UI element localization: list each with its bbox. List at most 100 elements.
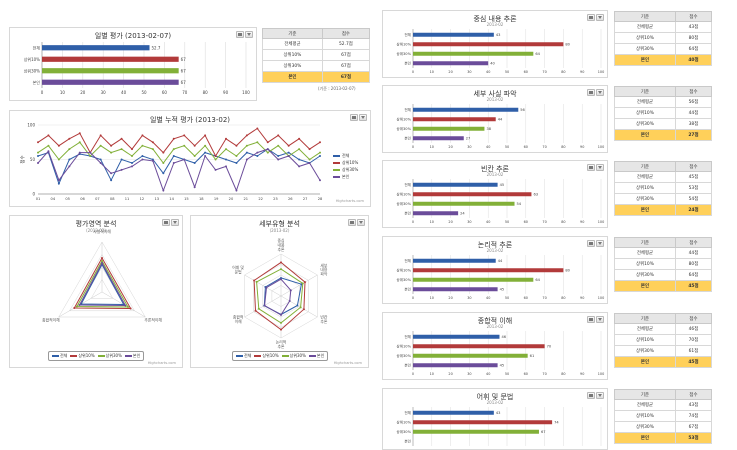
download-icon[interactable] (596, 392, 604, 399)
data-point[interactable] (37, 161, 39, 164)
data-point[interactable] (131, 155, 133, 158)
data-point[interactable] (298, 137, 301, 140)
radar-point[interactable] (78, 304, 81, 306)
legend-item[interactable]: 본인 (124, 353, 140, 359)
download-icon[interactable] (596, 316, 604, 323)
data-point[interactable] (204, 144, 207, 147)
data-point[interactable] (256, 151, 259, 154)
radar-point[interactable] (263, 304, 266, 307)
radar-point[interactable] (101, 257, 103, 259)
data-point[interactable] (37, 141, 39, 144)
radar-point[interactable] (302, 308, 305, 311)
data-point[interactable] (99, 158, 102, 161)
data-point[interactable] (214, 158, 217, 161)
bar[interactable] (413, 182, 498, 187)
radar-series[interactable] (256, 268, 304, 324)
bar[interactable] (413, 258, 496, 263)
data-point[interactable] (235, 189, 238, 192)
series-line[interactable] (37, 148, 321, 192)
data-point[interactable] (68, 165, 71, 168)
data-point[interactable] (277, 155, 280, 158)
bar[interactable] (413, 353, 528, 358)
print-icon[interactable] (236, 31, 244, 38)
radar-point[interactable] (280, 328, 282, 331)
radar-point[interactable] (265, 286, 268, 289)
radar-point[interactable] (288, 300, 291, 303)
download-icon[interactable] (596, 14, 604, 21)
print-icon[interactable] (587, 240, 595, 247)
bar[interactable] (413, 268, 564, 273)
data-point[interactable] (120, 158, 123, 161)
data-point[interactable] (277, 158, 280, 161)
bar[interactable] (413, 42, 564, 47)
data-point[interactable] (151, 141, 154, 144)
data-point[interactable] (110, 172, 113, 175)
data-point[interactable] (89, 155, 92, 158)
radar-point[interactable] (254, 309, 257, 312)
data-point[interactable] (193, 144, 196, 147)
data-point[interactable] (245, 158, 248, 161)
legend-item[interactable]: 본인 (333, 173, 358, 180)
data-point[interactable] (183, 144, 186, 147)
print-icon[interactable] (350, 114, 358, 121)
data-point[interactable] (47, 134, 50, 137)
bar[interactable] (42, 68, 179, 74)
legend-item[interactable]: 상위30% (333, 166, 358, 173)
radar-series[interactable] (73, 256, 132, 310)
bar[interactable] (413, 429, 539, 434)
data-point[interactable] (225, 165, 227, 168)
chart-credit[interactable]: Highcharts.com (335, 199, 364, 203)
legend-item[interactable]: 본인 (308, 353, 324, 359)
bar[interactable] (413, 420, 553, 425)
radar-point[interactable] (280, 313, 282, 316)
data-point[interactable] (266, 151, 269, 154)
radar-point[interactable] (280, 278, 282, 281)
radar-point[interactable] (299, 306, 302, 309)
data-point[interactable] (287, 151, 290, 154)
data-point[interactable] (193, 186, 196, 189)
data-point[interactable] (204, 155, 207, 158)
bar[interactable] (413, 107, 519, 112)
data-point[interactable] (89, 151, 92, 154)
data-point[interactable] (245, 144, 248, 147)
chart-credit[interactable]: Highcharts.com (333, 361, 362, 365)
data-point[interactable] (193, 161, 196, 164)
data-point[interactable] (298, 158, 301, 161)
data-point[interactable] (162, 161, 165, 164)
data-point[interactable] (235, 144, 238, 147)
data-point[interactable] (172, 155, 175, 158)
data-point[interactable] (162, 189, 165, 192)
download-icon[interactable] (171, 219, 179, 226)
data-point[interactable] (235, 161, 238, 164)
data-point[interactable] (287, 144, 290, 147)
data-point[interactable] (68, 137, 71, 140)
download-icon[interactable] (596, 164, 604, 171)
bar[interactable] (42, 45, 150, 51)
data-point[interactable] (110, 144, 113, 147)
bar[interactable] (413, 192, 532, 197)
data-point[interactable] (99, 134, 102, 137)
data-point[interactable] (57, 144, 60, 147)
data-point[interactable] (162, 172, 165, 175)
data-point[interactable] (110, 179, 113, 182)
series-line[interactable] (37, 127, 321, 158)
data-point[interactable] (204, 134, 207, 137)
radar-series[interactable] (76, 259, 129, 308)
data-point[interactable] (141, 155, 144, 158)
radar-point[interactable] (255, 280, 258, 283)
radar-point[interactable] (101, 262, 103, 264)
bar[interactable] (413, 334, 500, 339)
radar-point[interactable] (75, 305, 78, 308)
data-point[interactable] (78, 151, 81, 154)
bar[interactable] (413, 344, 545, 349)
print-icon[interactable] (587, 164, 595, 171)
data-point[interactable] (78, 132, 81, 135)
data-point[interactable] (37, 151, 39, 154)
data-point[interactable] (131, 148, 133, 151)
series-line[interactable] (37, 141, 321, 164)
legend-item[interactable]: 전체 (52, 353, 67, 359)
series-line[interactable] (37, 148, 321, 186)
data-point[interactable] (225, 137, 227, 140)
bar[interactable] (413, 32, 494, 37)
data-point[interactable] (47, 144, 50, 147)
